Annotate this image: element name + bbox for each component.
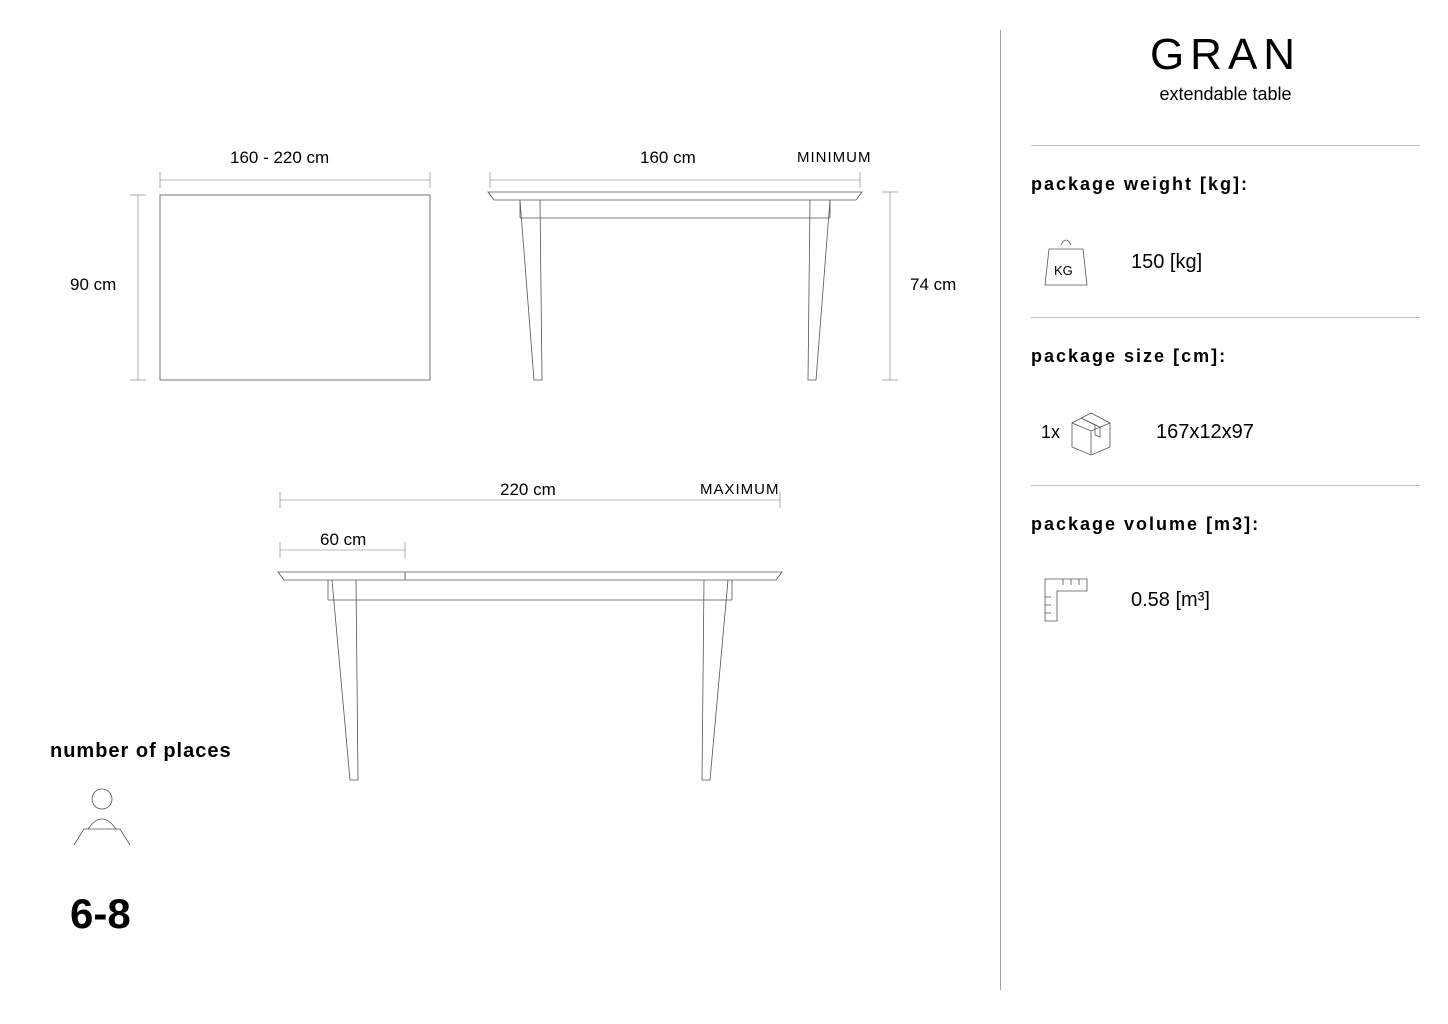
spec-weight-heading: package weight [kg]: bbox=[1031, 174, 1420, 195]
side-max-ext-label: 60 cm bbox=[320, 530, 366, 550]
side-max-state-label: MAXIMUM bbox=[700, 481, 780, 498]
spec-volume-value: 0.58 [m³] bbox=[1131, 589, 1210, 612]
box-icon bbox=[1066, 407, 1116, 457]
side-view-min-diagram bbox=[490, 140, 950, 400]
drawings-area: 160 - 220 cm 90 cm 160 cm MINIMUM 74 cm bbox=[0, 0, 1000, 1024]
top-view-diagram bbox=[120, 140, 460, 400]
weight-icon: KG bbox=[1041, 235, 1091, 289]
spec-size-value: 167x12x97 bbox=[1156, 421, 1254, 444]
product-subtitle: extendable table bbox=[1031, 84, 1420, 105]
product-name: GRAN bbox=[1031, 30, 1420, 80]
side-view-max-diagram bbox=[280, 480, 820, 800]
top-view-width-label: 160 - 220 cm bbox=[230, 148, 329, 168]
places-heading: number of places bbox=[50, 740, 232, 763]
side-min-height-label: 74 cm bbox=[910, 275, 956, 295]
side-min-width-label: 160 cm bbox=[640, 148, 696, 168]
spec-size-qty: 1x bbox=[1041, 422, 1060, 443]
spec-size-heading: package size [cm]: bbox=[1031, 346, 1420, 367]
spec-size: package size [cm]: 1x 167x12x97 bbox=[1031, 317, 1420, 485]
spec-volume-heading: package volume [m3]: bbox=[1031, 514, 1420, 535]
side-min-state-label: MINIMUM bbox=[797, 149, 872, 166]
places-value: 6-8 bbox=[70, 890, 131, 938]
person-icon bbox=[74, 785, 134, 855]
spec-weight: package weight [kg]: KG 150 [kg] bbox=[1031, 145, 1420, 317]
top-view-depth-label: 90 cm bbox=[70, 275, 116, 295]
ruler-icon bbox=[1041, 575, 1091, 625]
spec-weight-value: 150 [kg] bbox=[1131, 251, 1202, 274]
spec-volume: package volume [m3]: 0.58 [m³] bbox=[1031, 485, 1420, 653]
svg-text:KG: KG bbox=[1054, 263, 1073, 278]
side-max-width-label: 220 cm bbox=[500, 480, 556, 500]
spec-panel: GRAN extendable table package weight [kg… bbox=[1000, 30, 1420, 990]
